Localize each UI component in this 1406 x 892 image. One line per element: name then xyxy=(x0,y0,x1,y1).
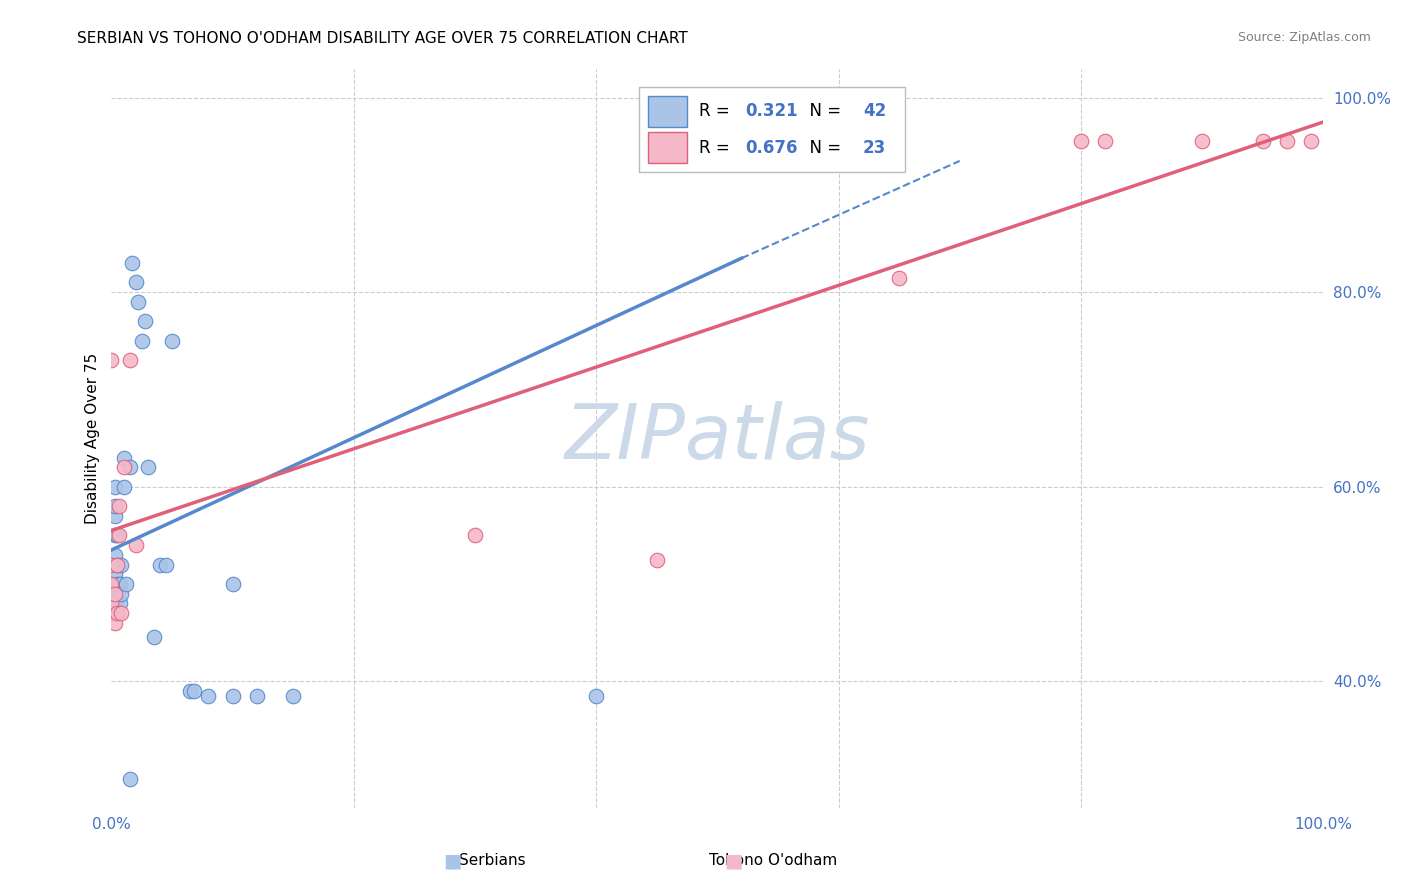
Point xyxy=(104,596,127,610)
Point xyxy=(112,480,135,494)
Text: SERBIAN VS TOHONO O'ODHAM DISABILITY AGE OVER 75 CORRELATION CHART: SERBIAN VS TOHONO O'ODHAM DISABILITY AGE… xyxy=(77,31,688,46)
Point xyxy=(118,772,141,786)
Point xyxy=(246,689,269,703)
Text: Source: ZipAtlas.com: Source: ZipAtlas.com xyxy=(1237,31,1371,45)
FancyBboxPatch shape xyxy=(648,95,688,127)
Point xyxy=(100,606,122,620)
Point xyxy=(100,577,122,591)
Text: 23: 23 xyxy=(863,138,886,157)
Text: N =: N = xyxy=(799,103,846,120)
Point xyxy=(585,689,607,703)
Point xyxy=(1191,135,1213,149)
Text: 0.676: 0.676 xyxy=(745,138,797,157)
Point xyxy=(112,450,135,465)
Point xyxy=(197,689,219,703)
Point xyxy=(221,577,243,591)
Point xyxy=(124,276,146,290)
Text: ■: ■ xyxy=(443,851,463,871)
Text: R =: R = xyxy=(699,138,735,157)
FancyBboxPatch shape xyxy=(638,87,905,172)
Point xyxy=(104,567,127,582)
Point xyxy=(100,558,122,572)
Point xyxy=(104,508,127,523)
Point xyxy=(107,606,129,620)
Point xyxy=(283,689,305,703)
Point xyxy=(108,577,131,591)
Point xyxy=(108,596,131,610)
Y-axis label: Disability Age Over 75: Disability Age Over 75 xyxy=(86,352,100,524)
Text: N =: N = xyxy=(799,138,846,157)
FancyBboxPatch shape xyxy=(648,132,688,163)
Point xyxy=(110,606,132,620)
Point xyxy=(127,294,149,309)
Point xyxy=(136,460,159,475)
Point xyxy=(104,528,127,542)
Point xyxy=(104,480,127,494)
Point xyxy=(100,558,122,572)
Point xyxy=(118,460,141,475)
Point xyxy=(107,528,129,542)
Point xyxy=(107,606,129,620)
Point xyxy=(887,270,910,285)
Point xyxy=(221,689,243,703)
Point xyxy=(104,587,127,601)
Point xyxy=(107,558,129,572)
Point xyxy=(131,334,153,348)
Point xyxy=(183,684,205,698)
Point xyxy=(110,587,132,601)
Point xyxy=(104,548,127,562)
Point xyxy=(100,577,122,591)
Text: R =: R = xyxy=(699,103,735,120)
Point xyxy=(104,615,127,630)
Point xyxy=(149,558,172,572)
Point xyxy=(112,460,135,475)
Text: Tohono O'odham: Tohono O'odham xyxy=(709,854,838,868)
Point xyxy=(160,334,183,348)
Point xyxy=(1301,135,1323,149)
Text: 42: 42 xyxy=(863,103,886,120)
Point xyxy=(107,558,129,572)
Point xyxy=(115,577,138,591)
Point xyxy=(142,631,165,645)
Point xyxy=(110,558,132,572)
Point xyxy=(645,552,668,566)
Point xyxy=(1251,135,1274,149)
Point xyxy=(1275,135,1298,149)
Point xyxy=(100,353,122,368)
Text: 0.321: 0.321 xyxy=(745,103,797,120)
Point xyxy=(121,256,143,270)
Point xyxy=(107,577,129,591)
Point xyxy=(179,684,201,698)
Point xyxy=(118,353,141,368)
Point xyxy=(107,528,129,542)
Point xyxy=(1070,135,1092,149)
Text: Serbians: Serbians xyxy=(458,854,526,868)
Point xyxy=(107,499,129,513)
Text: ZIPatlas: ZIPatlas xyxy=(565,401,870,475)
Point xyxy=(1094,135,1116,149)
Point xyxy=(134,314,156,328)
Point xyxy=(155,558,177,572)
Point xyxy=(100,587,122,601)
Point xyxy=(124,538,146,552)
Point xyxy=(464,528,486,542)
Point xyxy=(104,499,127,513)
Text: ■: ■ xyxy=(724,851,744,871)
Point xyxy=(100,596,122,610)
